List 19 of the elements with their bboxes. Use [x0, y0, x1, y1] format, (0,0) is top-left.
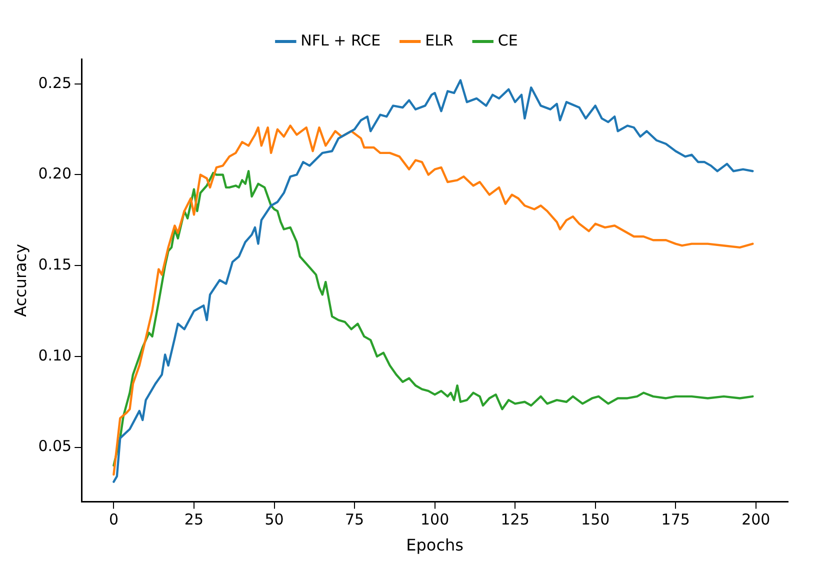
x-tick-label: 50: [264, 510, 284, 529]
x-axis-title: Epochs: [406, 536, 464, 555]
x-tick-label: 100: [420, 510, 450, 529]
legend-label: ELR: [425, 31, 454, 50]
x-tick-label: 200: [742, 510, 770, 529]
y-tick-label: 0.10: [38, 346, 72, 364]
y-tick-label: 0.15: [38, 255, 72, 274]
y-tick-label: 0.05: [38, 437, 72, 456]
y-axis-title: Accuracy: [10, 244, 30, 317]
x-tick-label: 0: [108, 510, 118, 529]
legend-label: CE: [498, 31, 518, 50]
legend-label: NFL + RCE: [300, 31, 381, 50]
y-tick-label: 0.20: [38, 164, 72, 183]
x-tick-label: 175: [661, 510, 690, 529]
x-tick-label: 150: [581, 510, 610, 529]
y-tick-label: 0.25: [38, 74, 72, 92]
x-tick-label: 75: [344, 510, 364, 529]
x-tick-label: 125: [500, 510, 530, 529]
x-tick-label: 25: [184, 510, 204, 529]
